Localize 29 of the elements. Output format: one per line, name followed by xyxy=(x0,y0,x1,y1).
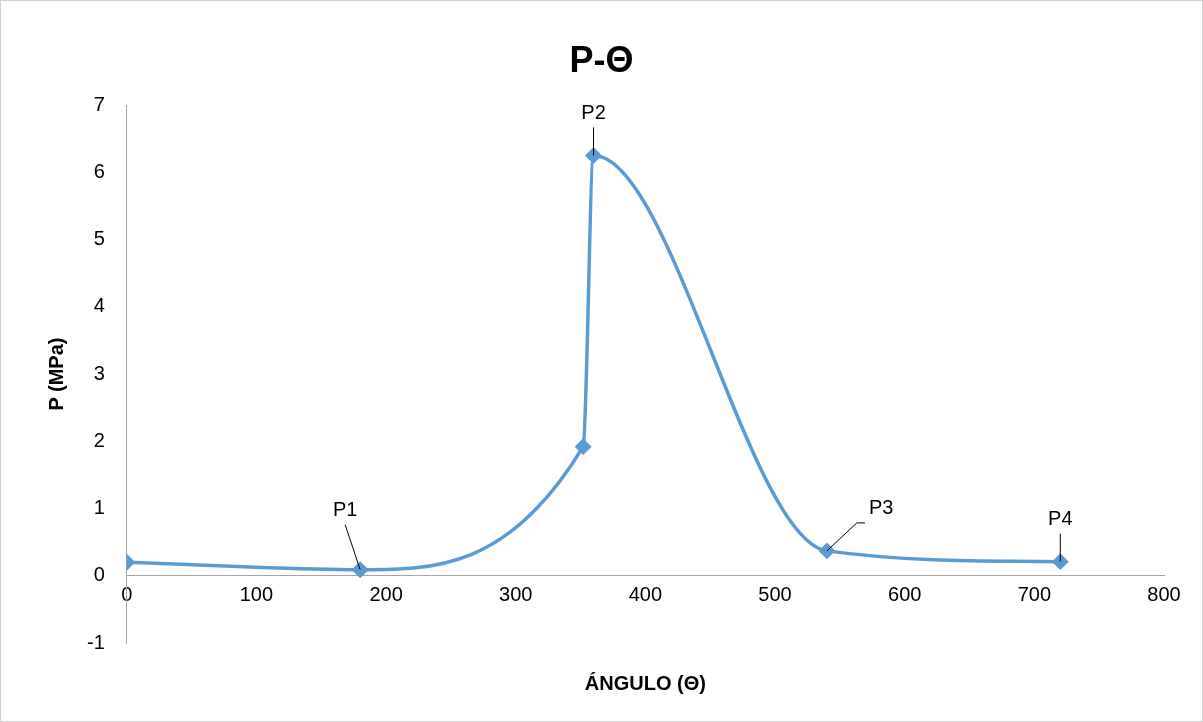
y-tick-label: 7 xyxy=(93,92,105,115)
x-tick-label: 100 xyxy=(239,583,274,606)
x-tick-label: 400 xyxy=(628,583,663,606)
y-tick-label: 0 xyxy=(93,563,105,586)
x-tick-label: 500 xyxy=(758,583,792,606)
y-tick-label: 4 xyxy=(93,294,105,317)
y-tick-label: 2 xyxy=(93,428,105,451)
x-tick-label: 700 xyxy=(1017,583,1052,606)
y-axis-title: P (MPa) xyxy=(44,337,67,411)
y-tick-label: 6 xyxy=(93,159,105,182)
x-axis-title: ÁNGULO (Θ) xyxy=(584,671,706,694)
x-tick-label: 600 xyxy=(888,583,922,606)
annotation: P4 xyxy=(1048,507,1073,530)
annotation: P2 xyxy=(581,100,606,123)
point xyxy=(819,543,835,559)
chart-title: P-Θ xyxy=(568,39,635,81)
annotation: P1 xyxy=(332,498,358,521)
point xyxy=(1052,553,1069,570)
annotation: P3 xyxy=(868,496,894,519)
x-tick-label: 800 xyxy=(1147,583,1181,606)
point xyxy=(352,561,368,578)
y-tick-label: 5 xyxy=(93,227,105,250)
point xyxy=(575,438,591,455)
point xyxy=(585,147,602,164)
x-tick-label: 300 xyxy=(499,583,533,606)
y-tick-label: 3 xyxy=(93,361,105,384)
y-tick-label: 1 xyxy=(93,496,105,519)
y-tick-label: -1 xyxy=(86,630,105,653)
x-tick-label: 200 xyxy=(369,583,403,606)
